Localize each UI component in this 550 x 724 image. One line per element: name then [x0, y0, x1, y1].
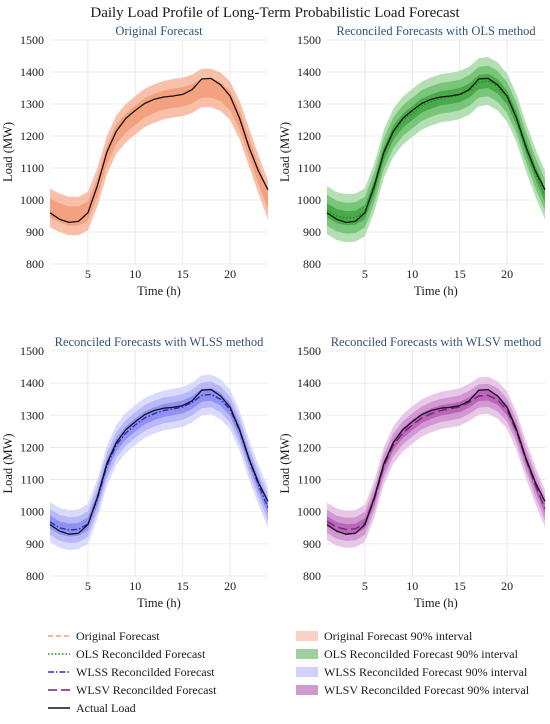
x-tick-label: 10 [406, 579, 418, 593]
x-tick-label: 5 [362, 579, 368, 593]
y-tick-label: 800 [303, 257, 321, 271]
legend-band-label: OLS Reconcilded Forecast 90% interval [324, 647, 519, 661]
legend-band-label: WLSV Reconcilded Forecast 90% interval [324, 683, 530, 697]
y-tick-label: 1400 [20, 65, 44, 79]
x-axis-title: Time (h) [414, 596, 458, 610]
legend-band-swatch [296, 685, 318, 695]
x-tick-label: 10 [129, 267, 141, 281]
chart-panel-2: 800 900 1000 1100 1200 1300 1400 1500 5 10 15 20 Rec… [278, 24, 546, 298]
x-tick-label: 15 [454, 579, 466, 593]
x-tick-label: 5 [85, 579, 91, 593]
y-tick-label: 1200 [297, 440, 321, 454]
legend: Original Forecast OLS Reconcilded Forecas… [48, 629, 530, 715]
y-axis-title: Load (MW) [278, 122, 292, 182]
y-tick-label: 1100 [20, 473, 44, 487]
chart-panel-4: 800 900 1000 1100 1200 1300 1400 1500 5 10 15 20 Rec… [278, 335, 546, 610]
y-tick-label: 900 [303, 537, 321, 551]
y-tick-label: 1400 [297, 65, 321, 79]
y-tick-label: 1000 [20, 193, 44, 207]
y-tick-label: 1500 [20, 33, 44, 47]
y-tick-label: 1300 [20, 408, 44, 422]
y-tick-label: 1400 [297, 376, 321, 390]
panel-title: Reconciled Forecasts with WLSV method [331, 335, 542, 349]
y-tick-label: 1000 [297, 505, 321, 519]
y-tick-label: 800 [26, 257, 44, 271]
legend-line-label: Original Forecast [76, 629, 160, 643]
y-tick-label: 1500 [297, 344, 321, 358]
y-tick-label: 1000 [297, 193, 321, 207]
actual-load-line [49, 77, 269, 224]
x-axis-title: Time (h) [137, 596, 181, 610]
x-tick-label: 20 [501, 267, 513, 281]
y-tick-label: 1300 [297, 97, 321, 111]
forecast-line [49, 87, 269, 217]
y-tick-label: 1200 [20, 440, 44, 454]
interval-band [327, 57, 545, 243]
interval-band [50, 78, 268, 226]
y-tick-label: 1300 [20, 97, 44, 111]
y-tick-label: 800 [303, 569, 321, 583]
x-tick-label: 20 [224, 267, 236, 281]
x-tick-label: 15 [177, 267, 189, 281]
figure-title: Daily Load Profile of Long-Term Probabil… [90, 5, 460, 21]
actual-load-line [326, 388, 546, 535]
actual-load-line [49, 388, 269, 535]
forecast-line [326, 394, 546, 531]
y-tick-label: 900 [26, 537, 44, 551]
panel-title: Reconciled Forecasts with WLSS method [55, 335, 265, 349]
y-tick-label: 800 [26, 569, 44, 583]
legend-line-label: WLSV Reconcilded Forecast [76, 683, 217, 697]
interval-band [327, 73, 545, 226]
y-axis-title: Load (MW) [1, 433, 15, 493]
y-tick-label: 1200 [20, 129, 44, 143]
interval-band [50, 388, 268, 537]
x-tick-label: 15 [454, 267, 466, 281]
y-tick-label: 1500 [297, 33, 321, 47]
y-tick-label: 1000 [20, 505, 44, 519]
y-axis-title: Load (MW) [1, 122, 15, 182]
legend-line-label: Actual Load [76, 701, 136, 715]
y-tick-label: 1200 [297, 129, 321, 143]
y-tick-label: 1100 [297, 473, 321, 487]
y-axis-title: Load (MW) [278, 433, 292, 493]
chart-panel-3: 800 900 1000 1100 1200 1300 1400 1500 5 10 15 20 Rec… [1, 335, 269, 610]
x-tick-label: 20 [501, 579, 513, 593]
y-tick-label: 1100 [297, 161, 321, 175]
legend-band-swatch [296, 631, 318, 641]
x-axis-title: Time (h) [137, 284, 181, 298]
legend-band-swatch [296, 649, 318, 659]
panel-title: Reconciled Forecasts with OLS method [336, 24, 536, 38]
chart-panels: 800 900 1000 1100 1200 1300 1400 1500 5 10 15 20 Ori… [1, 24, 546, 610]
forecast-line [49, 393, 269, 531]
y-tick-label: 1100 [20, 161, 44, 175]
legend-line-label: WLSS Reconcilded Forecast [76, 665, 215, 679]
x-axis-title: Time (h) [414, 284, 458, 298]
x-tick-label: 10 [406, 267, 418, 281]
y-tick-label: 1400 [20, 376, 44, 390]
legend-band-label: Original Forecast 90% interval [324, 629, 473, 643]
x-tick-label: 5 [362, 267, 368, 281]
x-tick-label: 5 [85, 267, 91, 281]
chart-panel-1: 800 900 1000 1100 1200 1300 1400 1500 5 10 15 20 Ori… [1, 24, 269, 298]
legend-band-swatch [296, 667, 318, 677]
panel-title: Original Forecast [115, 24, 203, 38]
y-tick-label: 1500 [20, 344, 44, 358]
y-tick-label: 900 [303, 225, 321, 239]
actual-load-line [326, 77, 546, 224]
x-tick-label: 10 [129, 579, 141, 593]
x-tick-label: 15 [177, 579, 189, 593]
x-tick-label: 20 [224, 579, 236, 593]
y-tick-label: 900 [26, 225, 44, 239]
legend-band-label: WLSS Reconcilded Forecast 90% interval [324, 665, 528, 679]
y-tick-label: 1300 [297, 408, 321, 422]
legend-line-label: OLS Reconcilded Forecast [76, 647, 206, 661]
